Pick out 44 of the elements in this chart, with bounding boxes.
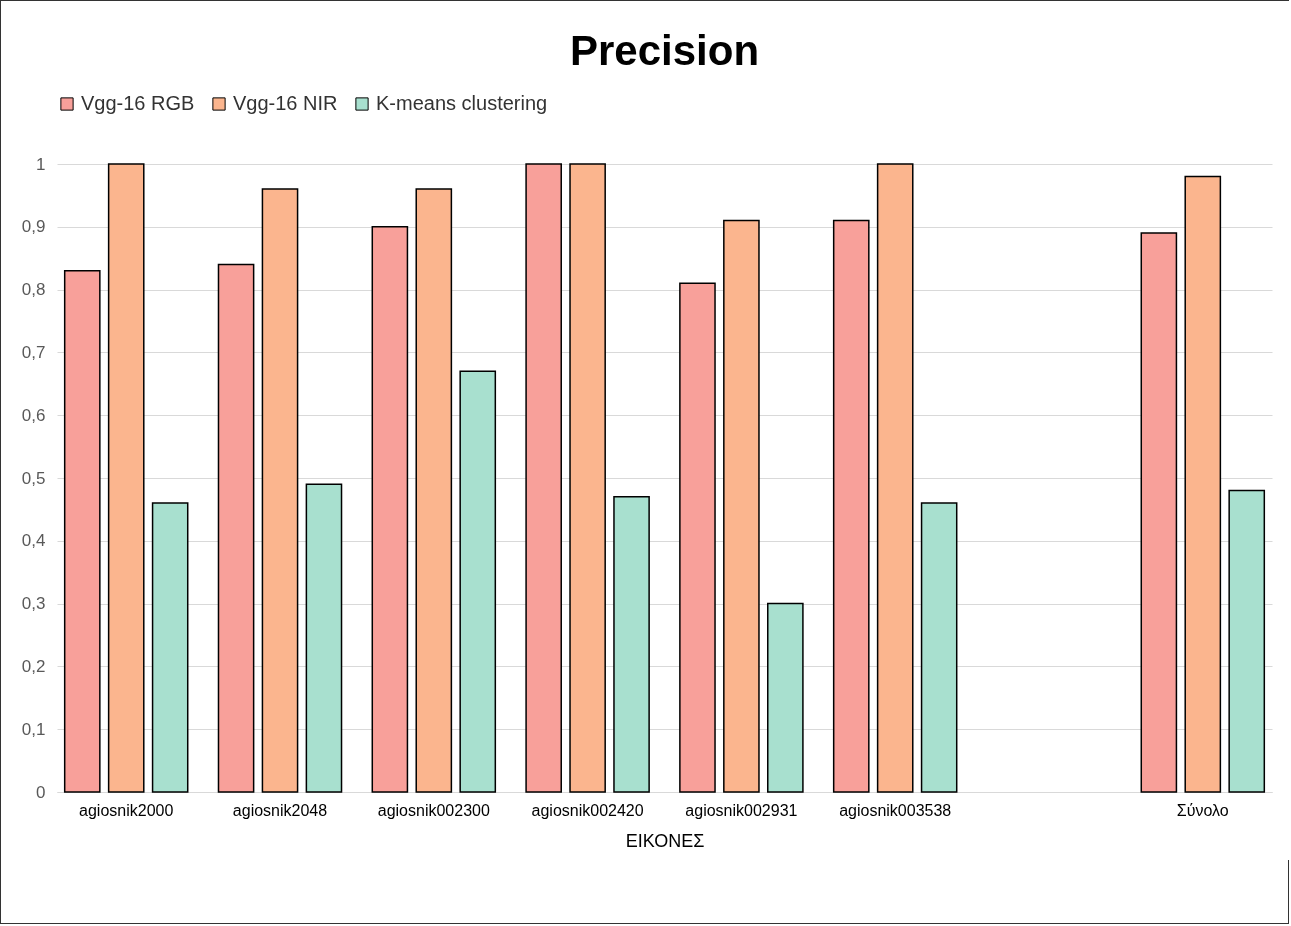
y-tick-label: 0,2 xyxy=(21,656,46,676)
y-tick-label: 0,1 xyxy=(21,719,46,739)
y-tick-label: 0,7 xyxy=(21,342,46,362)
bar xyxy=(723,219,760,793)
chart-title: Precision xyxy=(569,27,760,74)
y-tick-label: 0,6 xyxy=(21,405,46,425)
bar xyxy=(217,263,255,793)
bar xyxy=(1228,489,1266,793)
bar xyxy=(305,483,343,793)
y-tick-label: 0,3 xyxy=(21,594,46,614)
bar xyxy=(415,188,453,793)
bar xyxy=(767,602,804,793)
bar xyxy=(832,219,870,793)
bar xyxy=(679,282,716,793)
legend-label: K-means clustering xyxy=(376,92,548,114)
y-tick-label: 0,8 xyxy=(21,280,46,300)
bar xyxy=(569,163,606,793)
x-tick-label: agiosnik002931 xyxy=(685,801,798,819)
bar xyxy=(63,270,101,793)
x-tick-label: agiosnik002300 xyxy=(377,801,490,819)
y-tick-label: 0,4 xyxy=(21,531,46,551)
x-tick-label: agiosnik003538 xyxy=(839,801,952,819)
y-tick-label: 0,5 xyxy=(21,468,46,488)
bar xyxy=(1140,232,1178,793)
x-tick-label: agiosnik2000 xyxy=(79,801,174,819)
bar xyxy=(107,163,145,793)
x-axis-title: ΕΙΚΟΝΕΣ xyxy=(625,830,705,851)
x-tick-label: Σύνολο xyxy=(1176,801,1229,819)
bar xyxy=(1184,175,1222,793)
y-tick-label: 1 xyxy=(36,154,46,174)
x-tick-label: agiosnik2048 xyxy=(232,801,328,819)
bar xyxy=(525,163,562,793)
y-tick-label: 0 xyxy=(36,782,46,802)
bar xyxy=(371,226,409,793)
bar xyxy=(151,502,189,793)
y-tick-label: 0,9 xyxy=(21,217,46,237)
bar xyxy=(920,502,958,793)
bar xyxy=(613,496,650,793)
x-tick-label: agiosnik002420 xyxy=(531,801,644,819)
bar xyxy=(876,163,914,793)
bar xyxy=(261,188,299,793)
legend-label: Vgg-16 NIR xyxy=(233,92,338,114)
legend-label: Vgg-16 RGB xyxy=(81,92,195,114)
bar xyxy=(459,370,497,793)
